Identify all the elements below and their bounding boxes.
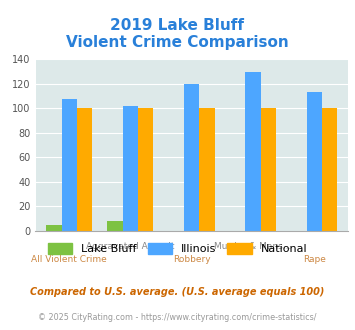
Bar xyxy=(184,84,200,231)
Bar xyxy=(108,221,123,231)
Bar xyxy=(61,99,77,231)
Legend: Lake Bluff, Illinois, National: Lake Bluff, Illinois, National xyxy=(43,239,312,258)
Bar xyxy=(46,225,61,231)
Bar xyxy=(261,109,276,231)
Text: Murder & Mans...: Murder & Mans... xyxy=(214,242,292,251)
Text: Compared to U.S. average. (U.S. average equals 100): Compared to U.S. average. (U.S. average … xyxy=(30,287,325,297)
Text: Violent Crime Comparison: Violent Crime Comparison xyxy=(66,35,289,50)
Text: © 2025 CityRating.com - https://www.cityrating.com/crime-statistics/: © 2025 CityRating.com - https://www.city… xyxy=(38,313,317,322)
Bar xyxy=(322,109,337,231)
Bar xyxy=(307,92,322,231)
Bar xyxy=(138,109,153,231)
Bar xyxy=(77,109,92,231)
Text: Robbery: Robbery xyxy=(173,255,211,264)
Bar xyxy=(200,109,215,231)
Bar xyxy=(245,72,261,231)
Text: 2019 Lake Bluff: 2019 Lake Bluff xyxy=(110,18,245,33)
Text: Aggravated Assault: Aggravated Assault xyxy=(86,242,175,251)
Bar xyxy=(123,106,138,231)
Text: All Violent Crime: All Violent Crime xyxy=(31,255,107,264)
Text: Rape: Rape xyxy=(303,255,326,264)
